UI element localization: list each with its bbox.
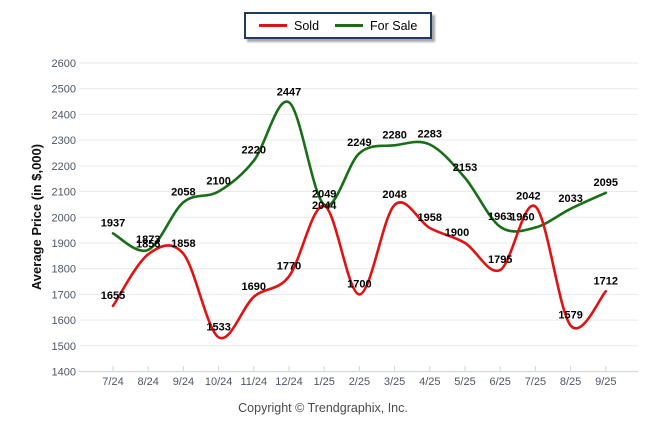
- data-label-for-sale-3/25: 2280: [382, 129, 406, 141]
- legend-item-sold: Sold: [259, 19, 319, 33]
- data-label-for-sale-5/25: 2153: [453, 162, 477, 174]
- data-label-sold-9/24: 1858: [171, 238, 195, 250]
- x-tick-label: 8/25: [560, 376, 581, 388]
- data-label-sold-7/25: 2042: [516, 190, 540, 202]
- sold-line: [111, 201, 608, 340]
- x-tick-label: 12/24: [275, 376, 303, 388]
- data-label-sold-2/25: 1700: [347, 278, 371, 290]
- x-tick-label: 3/25: [384, 376, 405, 388]
- x-tick-label: 8/24: [137, 376, 158, 388]
- for-sale-line-swatch: [335, 24, 364, 27]
- data-label-sold-8/24: 1856: [136, 238, 160, 250]
- data-label-for-sale-12/24: 2447: [277, 86, 301, 98]
- data-label-for-sale-10/24: 2100: [206, 176, 230, 188]
- x-tick-label: 5/25: [454, 376, 475, 388]
- x-tick-label: 10/24: [205, 376, 233, 388]
- x-tick-label: 2/25: [349, 376, 370, 388]
- data-label-for-sale-6/25: 1963: [488, 211, 512, 223]
- data-label-for-sale-8/25: 2033: [558, 193, 582, 205]
- data-label-for-sale-9/25: 2095: [594, 177, 618, 189]
- x-tick-label: 7/25: [525, 376, 546, 388]
- data-label-for-sale-1/25: 2049: [312, 189, 336, 201]
- y-tick-label: 2300: [52, 135, 76, 147]
- x-tick-label: 7/24: [102, 376, 123, 388]
- data-label-sold-11/24: 1690: [242, 281, 266, 293]
- x-tick-label: 6/25: [489, 376, 510, 388]
- data-label-sold-10/24: 1533: [206, 321, 230, 333]
- data-label-for-sale-8/24: 1873: [136, 234, 160, 246]
- data-label-for-sale-9/24: 2058: [171, 186, 195, 198]
- for-sale-line: [111, 100, 608, 253]
- data-label-sold-8/25: 1579: [558, 309, 582, 321]
- y-tick-label: 2200: [52, 161, 76, 173]
- legend-item-for-sale: For Sale: [335, 19, 417, 33]
- y-tick-label: 1600: [52, 315, 76, 327]
- x-tick-label: 1/25: [313, 376, 334, 388]
- y-tick-label: 1800: [52, 264, 76, 276]
- data-label-for-sale-7/24: 1937: [101, 217, 125, 229]
- x-tick-label: 11/24: [240, 376, 267, 388]
- y-tick-label: 2000: [52, 212, 76, 224]
- x-tick-label: 9/24: [173, 376, 194, 388]
- data-label-sold-9/25: 1712: [594, 275, 618, 287]
- legend-label-for-sale: For Sale: [370, 18, 418, 33]
- data-label-sold-5/25: 1900: [445, 227, 469, 239]
- data-label-for-sale-7/25: 1960: [510, 212, 534, 224]
- x-tick-label: 4/25: [419, 376, 440, 388]
- copyright-text: Copyright © Trendgraphix, Inc.: [238, 401, 408, 415]
- legend-label-sold: Sold: [294, 18, 320, 33]
- data-label-sold-6/25: 1795: [488, 254, 512, 266]
- x-tick-label: 9/25: [595, 376, 616, 388]
- data-label-for-sale-11/24: 2220: [242, 145, 266, 157]
- y-tick-label: 2100: [52, 187, 76, 199]
- data-label-sold-1/25: 2044: [312, 200, 337, 212]
- y-tick-label: 2500: [52, 84, 76, 96]
- data-label-sold-7/24: 1655: [101, 290, 125, 302]
- data-label-sold-12/24: 1770: [277, 260, 301, 272]
- legend: Sold For Sale: [244, 12, 433, 39]
- y-tick-label: 1500: [52, 341, 76, 353]
- line-chart: 1400 1500 1600 1700 1800 1900 2000 2100 2200 2300…: [29, 58, 638, 388]
- y-axis-title: Average Price (in $,000): [29, 144, 44, 290]
- y-tick-label: 1900: [52, 238, 76, 250]
- data-label-for-sale-2/25: 2249: [347, 137, 371, 149]
- y-tick-label: 1700: [52, 289, 76, 301]
- y-tick-label: 2600: [52, 58, 76, 70]
- data-label-sold-3/25: 2048: [382, 189, 406, 201]
- sold-line-swatch: [259, 24, 287, 27]
- y-tick-label: 1400: [52, 367, 76, 379]
- y-tick-label: 2400: [52, 109, 76, 121]
- data-label-for-sale-4/25: 2283: [418, 128, 442, 140]
- data-label-sold-4/25: 1958: [418, 212, 442, 224]
